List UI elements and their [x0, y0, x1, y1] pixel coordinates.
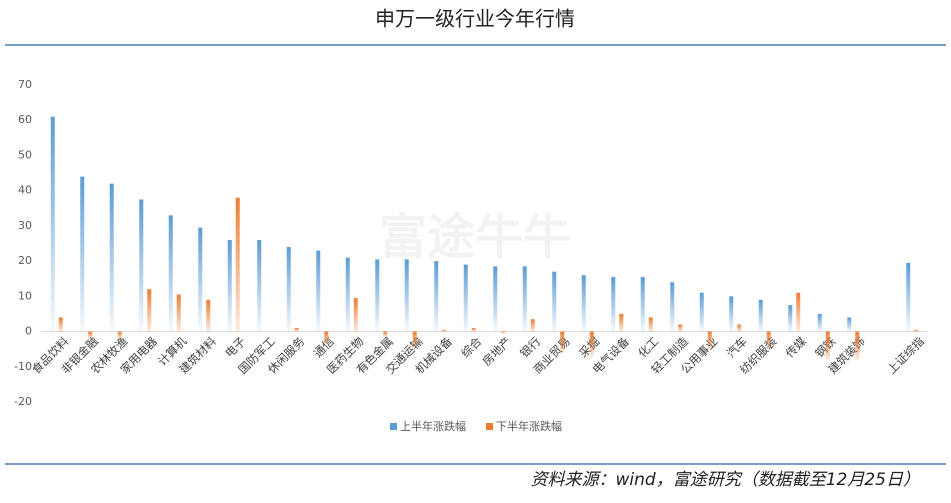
bar: [463, 264, 468, 332]
bar: [434, 261, 439, 332]
bar: [530, 319, 535, 332]
bar: [678, 324, 683, 332]
bar: [442, 329, 447, 332]
bar: [324, 331, 329, 344]
bar: [176, 294, 181, 332]
x-tick-label: 房地产: [480, 334, 514, 368]
bar: [914, 329, 919, 332]
y-tick-label: 10: [18, 289, 32, 302]
bar: [375, 259, 380, 332]
bar: [286, 247, 291, 332]
x-tick-label: 上证综指: [884, 334, 926, 376]
y-tick-label: 40: [18, 184, 32, 197]
source-note: 资料来源：wind，富途研究（数据截至12月25日）: [531, 470, 920, 490]
y-tick-label: 70: [18, 78, 32, 91]
legend-swatch: [390, 423, 397, 430]
bar: [847, 317, 852, 332]
x-tick-label: 传媒: [783, 334, 810, 361]
bar: [227, 239, 232, 332]
bar: [552, 271, 557, 332]
bar: [737, 324, 742, 332]
bar: [412, 331, 417, 348]
bar: [80, 176, 85, 332]
y-tick-label: 60: [18, 113, 32, 126]
bar: [345, 257, 350, 332]
bar: [699, 292, 704, 332]
bar: [501, 331, 506, 334]
bar: [707, 331, 712, 350]
bar: [817, 313, 822, 332]
bar: [522, 266, 527, 332]
bar: [493, 266, 498, 332]
bar: [729, 296, 734, 332]
bar: [581, 275, 586, 332]
bar: [257, 239, 262, 332]
y-tick-label: -20: [14, 395, 32, 408]
bar: [383, 331, 388, 337]
legend-label: 上半年涨跌幅: [400, 419, 466, 433]
legend-swatch: [486, 423, 493, 430]
bar: [88, 331, 93, 339]
bar: [766, 331, 771, 348]
bar: [906, 262, 911, 332]
y-tick-label: 20: [18, 254, 32, 267]
bar: [147, 289, 152, 332]
bar: [611, 276, 616, 332]
bar: [560, 331, 565, 353]
bar: [235, 197, 240, 332]
chart-title: 申万一级行业今年行情: [375, 7, 575, 31]
bar: [168, 215, 173, 332]
bar: [353, 298, 358, 332]
bar: [619, 313, 624, 332]
bar: [758, 299, 763, 332]
y-tick-label: 30: [18, 219, 32, 232]
bar: [796, 292, 801, 332]
bar: [50, 116, 55, 332]
legend-label: 下半年涨跌幅: [496, 419, 562, 433]
bar: [648, 317, 653, 332]
bar: [294, 328, 299, 332]
bar: [109, 183, 114, 332]
bar: [198, 227, 203, 332]
bar: [117, 331, 122, 339]
bar: [404, 259, 409, 332]
watermark: 富途牛牛: [379, 209, 571, 265]
bar: [589, 331, 594, 357]
bar: [788, 305, 793, 332]
bar: [139, 199, 144, 332]
bar: [206, 299, 211, 332]
y-tick-label: 50: [18, 148, 32, 161]
bar: [58, 317, 63, 332]
y-tick-label: 0: [25, 325, 32, 338]
bar: [825, 331, 830, 360]
bar: [316, 250, 321, 332]
bar: [855, 331, 860, 360]
y-tick-label: -10: [14, 360, 32, 373]
bar: [471, 328, 476, 332]
bar: [640, 276, 645, 332]
bar: [670, 282, 675, 332]
